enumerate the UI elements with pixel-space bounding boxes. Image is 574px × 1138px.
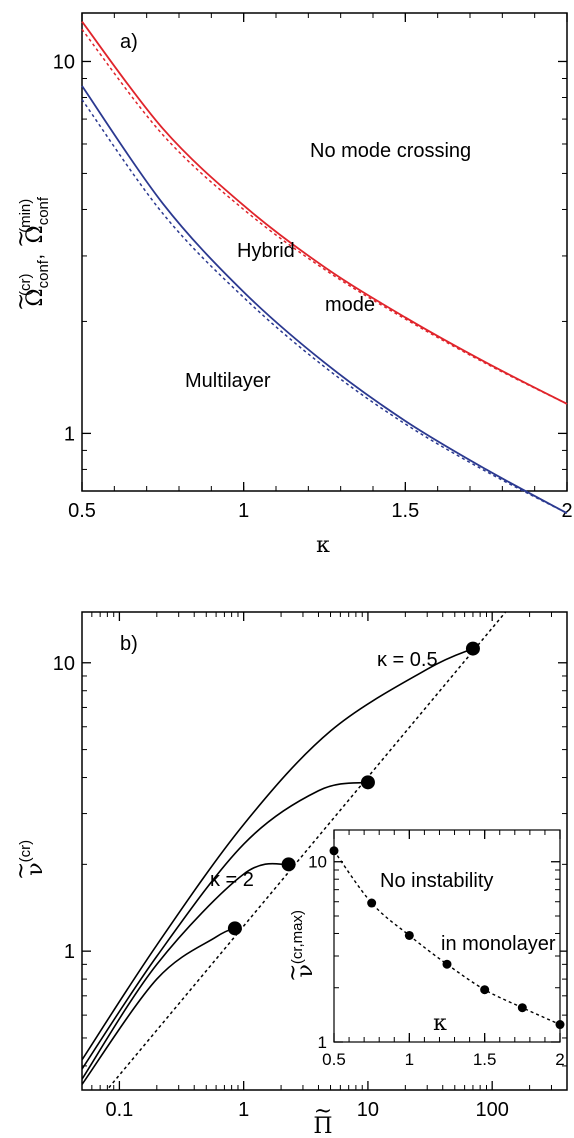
panel-a-ytick-label: 1 — [64, 423, 75, 445]
xlabel-b-pi: Π — [313, 1114, 332, 1138]
inset-data-point — [480, 985, 490, 995]
ylabel-b-nu: ν — [23, 862, 48, 875]
annotation-kappa-2: κ = 2 — [210, 869, 254, 891]
annotation-kappa-05: κ = 0.5 — [377, 649, 438, 671]
panel-a-series — [81, 21, 568, 515]
annotation-hybrid: Hybrid — [237, 240, 295, 262]
inset-data-point — [517, 1003, 527, 1013]
svg-text:~ν(cr,max): ~ν(cr,max) — [281, 910, 318, 982]
panel-a-ytick-label: 10 — [53, 51, 75, 73]
svg-text:~ν(cr): ~ν(cr) — [9, 840, 48, 880]
inset-xtick-label: 1 — [405, 1050, 414, 1069]
series-solid-line-1 — [82, 781, 369, 1070]
inset-xlabel: κ — [433, 1011, 447, 1036]
panel-b-frame — [81, 611, 568, 1091]
panel-b-ticks: 0.1 1 10 100 1 10 — [53, 612, 567, 1121]
ylabel-a-sub: conf — [35, 259, 52, 288]
panel-a-xtick-label: 1 — [238, 500, 249, 522]
panel-a-ticks: 0.5 1 1.5 2 1 10 — [53, 13, 573, 522]
panel-a-xlabel: κ — [316, 533, 330, 558]
inset-data-point — [329, 846, 339, 856]
inset-data-point — [555, 1020, 565, 1030]
ylabel-a-omega: Ω — [23, 288, 48, 306]
data-point — [360, 775, 375, 790]
series-solid-line-0 — [82, 647, 474, 1061]
inset-xtick-label: 0.5 — [322, 1050, 346, 1069]
inset-ylabel-sup: (cr,max) — [289, 910, 306, 964]
annotation-multilayer: Multilayer — [185, 370, 271, 392]
panel-a-xtick-label: 2 — [561, 500, 572, 522]
ylabel-b-tilde: ~ — [9, 862, 34, 880]
annotation-mode: mode — [325, 294, 375, 316]
series-dotted-line-4 — [105, 612, 507, 1090]
ylabel-a-sup2: (min) — [17, 199, 34, 233]
panel-b-ytick-label: 1 — [64, 941, 75, 963]
inset-xtick-label: 1.5 — [473, 1050, 497, 1069]
series-red-solid-line — [81, 21, 568, 405]
panel-b-xtick-label: 0.1 — [105, 1099, 133, 1121]
panel-b-xtick-label: 1 — [238, 1099, 249, 1121]
panel-b-ytick-label: 10 — [53, 653, 75, 675]
data-point — [281, 857, 296, 872]
panel-b-xlabel: ~ Π — [313, 1099, 332, 1138]
inset-annotation-no-instability: No instability — [380, 870, 493, 892]
inset-ytick-label: 10 — [308, 853, 327, 872]
data-point — [465, 641, 480, 656]
ylabel-a-tilde: ~ — [9, 293, 34, 311]
panel-a: 0.5 1 1.5 2 1 10 a) No mode crossing Hybrid m… — [9, 12, 573, 558]
inset-ylabel-nu: ν — [293, 964, 318, 977]
ylabel-a-sep: , — [25, 254, 47, 260]
panel-b-label: b) — [120, 633, 138, 655]
panel-a-frame — [81, 12, 568, 492]
svg-text:~Ωconf(cr),~Ωconf(min): ~Ωconf(cr),~Ωconf(min) — [9, 196, 52, 311]
panel-b-series — [82, 612, 507, 1090]
data-point — [227, 921, 242, 936]
inset-xtick-label: 2 — [555, 1050, 564, 1069]
panel-b-ylabel: ~ν(cr) — [9, 840, 48, 880]
series-red-dotted-line — [81, 28, 568, 405]
panel-a-ylabel: ~Ωconf(cr),~Ωconf(min) — [9, 196, 52, 311]
annotation-no-mode-crossing: No mode crossing — [310, 140, 471, 162]
ylabel-a-tilde2: ~ — [9, 230, 34, 248]
panel-a-xtick-label: 0.5 — [68, 500, 96, 522]
inset-series — [329, 846, 565, 1030]
series-solid-line-2 — [82, 862, 289, 1080]
series-solid-line-3 — [82, 927, 236, 1085]
inset-annotation-in-monolayer: in monolayer — [441, 933, 556, 955]
panel-b-xtick-label: 100 — [476, 1099, 509, 1121]
ylabel-a-sub2: conf — [35, 196, 52, 225]
inset-data-point — [442, 959, 452, 969]
ylabel-b-sup: (cr) — [17, 840, 34, 863]
panel-b-points — [227, 641, 480, 936]
inset-ylabel: ~ν(cr,max) — [281, 910, 318, 982]
panel-a-xtick-label: 1.5 — [391, 500, 419, 522]
ylabel-a-omega2: Ω — [23, 225, 48, 243]
series-blue-solid-line — [81, 85, 568, 515]
inset-ylabel-tilde: ~ — [281, 964, 306, 982]
panel-b-xtick-label: 10 — [357, 1099, 379, 1121]
xlabel-b-tilde: ~ — [314, 1099, 332, 1124]
inset-ytick-label: 1 — [318, 1033, 327, 1052]
inset-data-point — [367, 898, 377, 908]
ylabel-a-sup: (cr) — [17, 274, 34, 297]
panel-a-label: a) — [120, 31, 138, 53]
inset-data-point — [404, 930, 414, 940]
